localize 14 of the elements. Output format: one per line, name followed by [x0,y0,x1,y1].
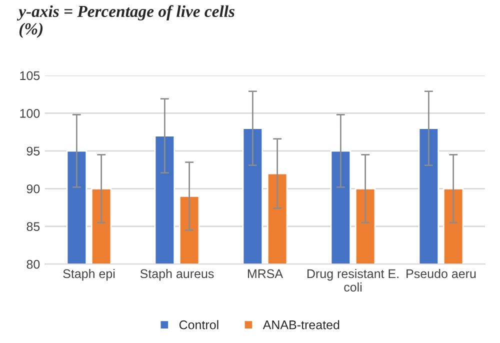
legend-label: ANAB-treated [262,320,340,330]
y-tick-label: 95 [26,146,40,156]
x-tick-label: Drug resistant E. coli [307,268,398,292]
legend-label: Control [179,320,218,330]
y-tick-label: 85 [26,222,40,232]
x-tick-label: Staph epi [63,268,115,281]
chart-title: y-axis = Percentage of live cells (%) [16,5,234,38]
y-tick-label: 105 [20,71,40,80]
y-tick-label: 80 [26,260,40,269]
x-tick-label: MRSA [248,269,284,278]
x-tick-label: Pseudo aeru [406,268,476,278]
x-tick-label: Staph aureus [140,268,214,281]
y-tick-label: 90 [26,184,40,194]
y-tick-label: 100 [20,108,40,118]
